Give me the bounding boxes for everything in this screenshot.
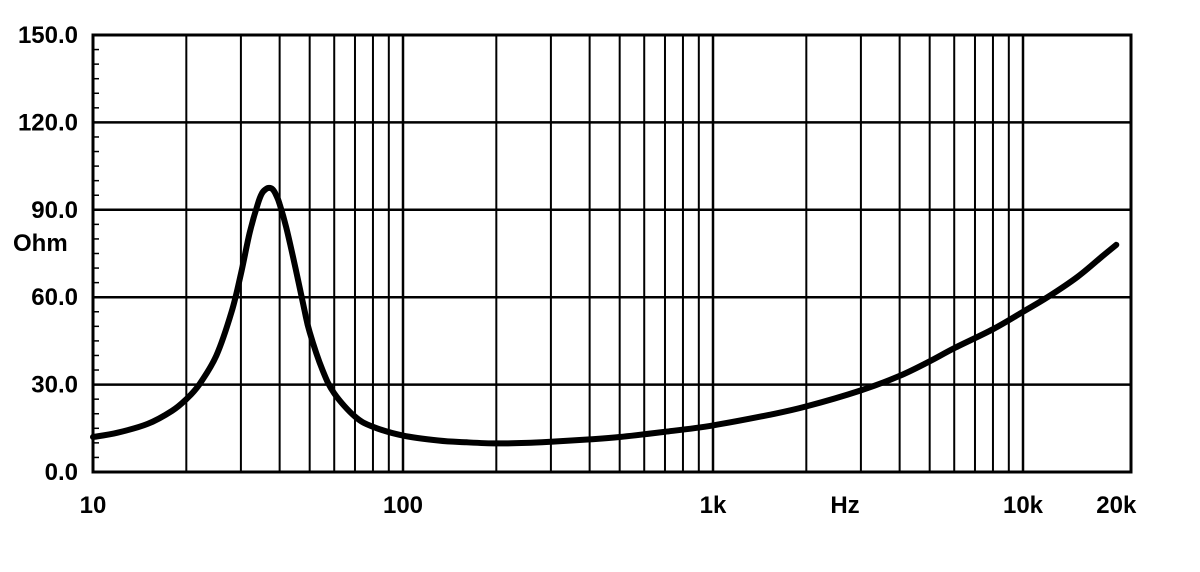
y-axis-label: Ohm: [13, 230, 68, 257]
x-tick-label: 1k: [700, 492, 727, 519]
x-tick-label: 20k: [1096, 492, 1137, 519]
y-tick-label: 90.0: [31, 197, 78, 224]
x-tick-label: 10k: [1003, 492, 1044, 519]
y-tick-label: 60.0: [31, 284, 78, 311]
y-tick-label: 0.0: [45, 459, 78, 486]
major-gridlines: [93, 35, 1131, 472]
minor-gridlines: [185, 35, 1010, 472]
x-tick-label: 10: [80, 492, 107, 519]
y-tick-label: 30.0: [31, 372, 78, 399]
y-tick-labels: 0.0 30.0 60.0 90.0 120.0 150.0: [18, 22, 78, 486]
y-tick-label: 120.0: [18, 109, 78, 136]
x-tick-labels: 10 100 1k 10k 20k: [80, 492, 1137, 519]
x-axis-label: Hz: [830, 492, 859, 519]
y-axis-minor-ticks: [93, 34, 99, 473]
x-tick-label: 100: [383, 492, 423, 519]
impedance-curve: [90, 184, 1120, 447]
y-tick-label: 150.0: [18, 22, 78, 49]
